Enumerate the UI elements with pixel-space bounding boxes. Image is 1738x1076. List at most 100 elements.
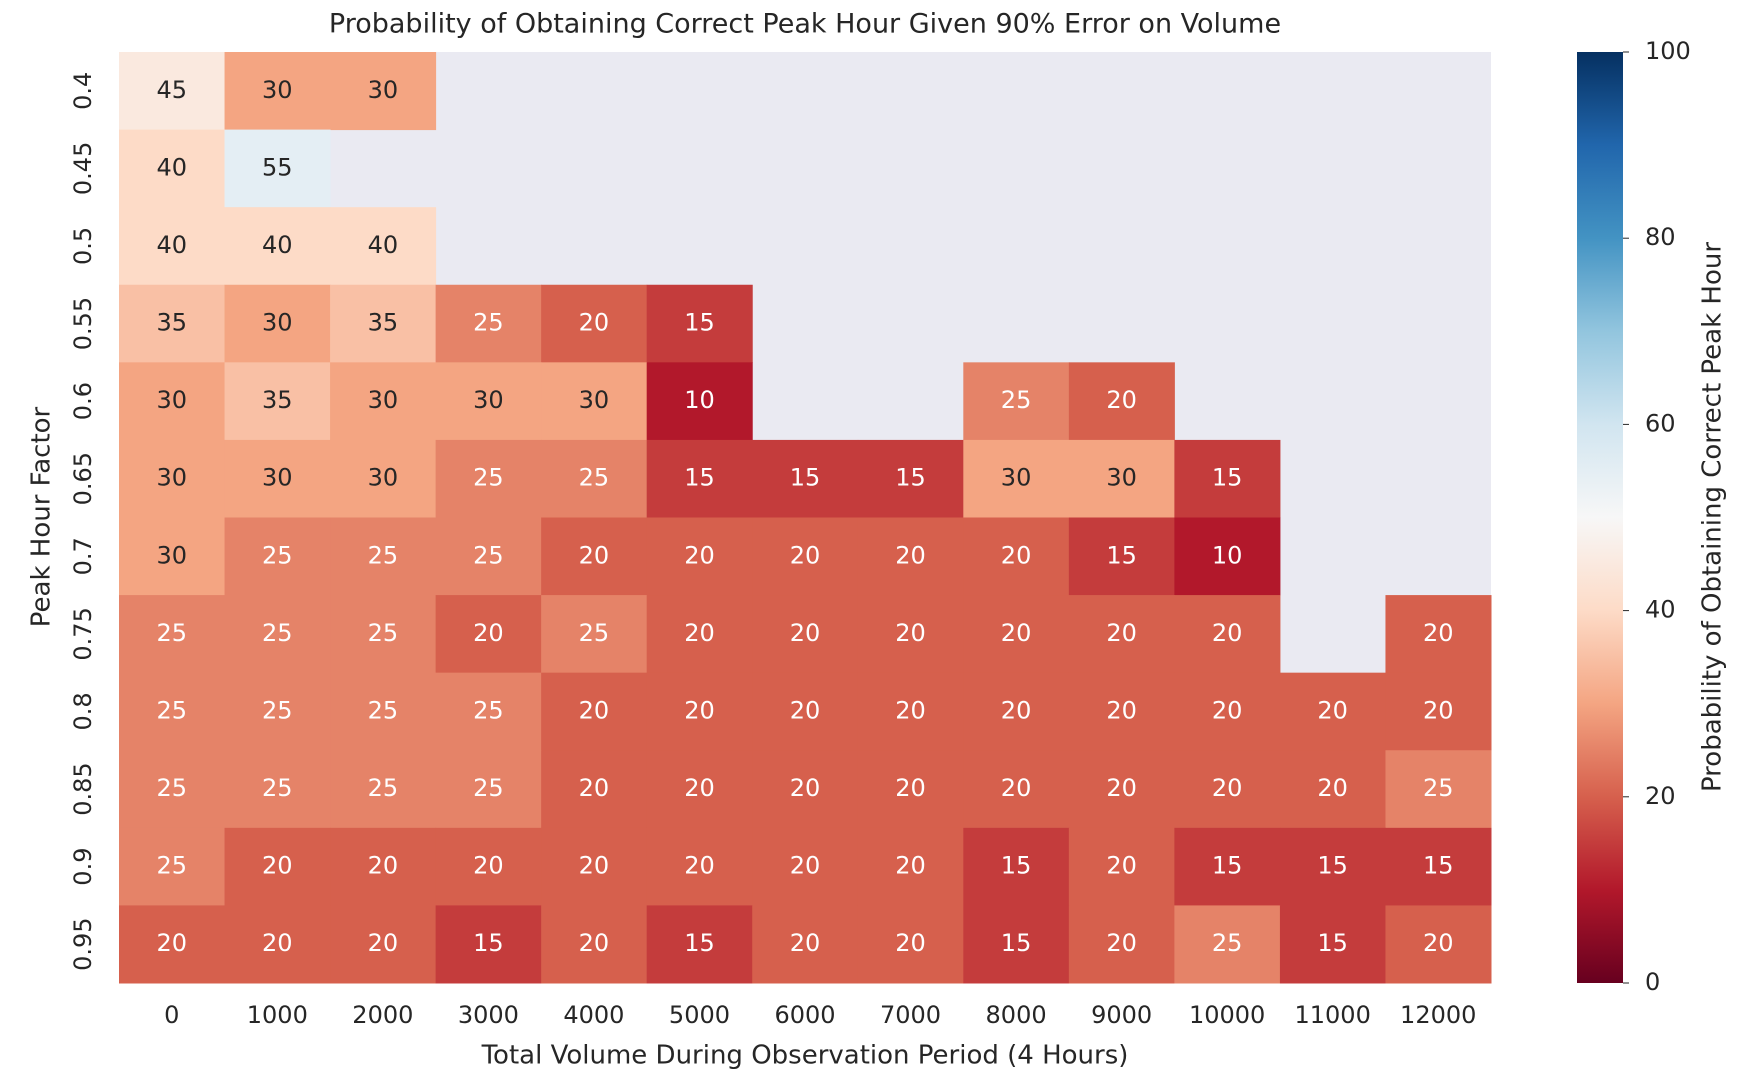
x-tick-label: 2000 [352, 1001, 413, 1029]
cell-label: 15 [684, 464, 715, 492]
y-tick-label: 0.6 [69, 382, 97, 420]
cell-label: 35 [368, 309, 399, 337]
cell-label: 15 [1106, 541, 1137, 569]
cell-label: 20 [1423, 696, 1454, 724]
colorbar-tick-label: 60 [1645, 409, 1676, 437]
heatmap-cell [224, 672, 331, 751]
cell-label: 25 [368, 774, 399, 802]
cell-label: 20 [1317, 774, 1348, 802]
heatmap-cell [646, 284, 753, 363]
heatmap-cell [541, 517, 648, 596]
cell-label: 25 [473, 541, 504, 569]
heatmap-cell [1068, 439, 1175, 518]
heatmap-cell [1385, 827, 1492, 906]
heatmap-cell [541, 672, 648, 751]
cell-label: 25 [473, 696, 504, 724]
heatmap-cell [330, 207, 437, 286]
heatmap-cell [963, 672, 1070, 751]
heatmap-cell [1385, 672, 1492, 751]
cell-label: 20 [790, 852, 821, 880]
heatmap-cell [330, 595, 437, 674]
heatmap-cell [224, 595, 331, 674]
y-tick-label: 0.95 [69, 917, 97, 970]
cell-label: 20 [579, 852, 610, 880]
heatmap-cell [752, 517, 859, 596]
heatmap-cell [963, 439, 1070, 518]
cell-label: 20 [1106, 852, 1137, 880]
heatmap-cell [1385, 595, 1492, 674]
cell-label: 25 [262, 541, 293, 569]
heatmap-cell [963, 595, 1070, 674]
heatmap-cell [646, 362, 753, 441]
cell-label: 45 [156, 76, 187, 104]
cell-label: 25 [262, 696, 293, 724]
heatmap-cell [119, 595, 226, 674]
cell-label: 30 [262, 464, 293, 492]
heatmap-cell [224, 207, 331, 286]
cell-label: 15 [473, 929, 504, 957]
cell-label: 20 [684, 774, 715, 802]
cell-label: 20 [1212, 696, 1243, 724]
heatmap-cell [541, 595, 648, 674]
heatmap-cell [330, 827, 437, 906]
heatmap-cell [752, 595, 859, 674]
cell-label: 15 [1317, 929, 1348, 957]
colorbar [1577, 52, 1623, 983]
heatmap-cell [1174, 750, 1281, 829]
heatmap-cell [119, 672, 226, 751]
heatmap-cell [330, 284, 437, 363]
cell-label: 20 [895, 929, 926, 957]
heatmap-cell [435, 827, 542, 906]
heatmap-cell [119, 905, 226, 984]
heatmap-cell [119, 284, 226, 363]
cell-label: 25 [156, 619, 187, 647]
heatmap-cell [646, 439, 753, 518]
heatmap-cell [119, 439, 226, 518]
heatmap-cell [646, 827, 753, 906]
cell-label: 30 [473, 386, 504, 414]
cell-label: 40 [368, 231, 399, 259]
cell-label: 20 [1212, 619, 1243, 647]
heatmap-cell [1068, 827, 1175, 906]
heatmap-cell [963, 905, 1070, 984]
cell-label: 30 [368, 464, 399, 492]
cell-label: 30 [156, 541, 187, 569]
heatmap-cell [1174, 672, 1281, 751]
x-tick-label: 4000 [563, 1001, 624, 1029]
heatmap-cell [224, 905, 331, 984]
heatmap-cell [1385, 750, 1492, 829]
heatmap-cell [857, 827, 964, 906]
heatmap-cell [119, 827, 226, 906]
cell-label: 15 [1212, 852, 1243, 880]
cell-label: 20 [790, 929, 821, 957]
heatmap-cell [646, 595, 753, 674]
cell-label: 40 [262, 231, 293, 259]
cell-label: 25 [473, 774, 504, 802]
heatmap-cell [541, 439, 648, 518]
heatmap-cell [857, 750, 964, 829]
y-tick-label: 0.75 [69, 607, 97, 660]
cell-label: 20 [1001, 774, 1032, 802]
heatmap-cell [435, 672, 542, 751]
cell-label: 20 [473, 852, 504, 880]
heatmap-cell [1385, 905, 1492, 984]
cell-label: 30 [156, 464, 187, 492]
cell-label: 30 [1106, 464, 1137, 492]
heatmap-cell [1068, 517, 1175, 596]
cell-label: 20 [1423, 619, 1454, 647]
heatmap-cell [435, 517, 542, 596]
cell-label: 25 [262, 774, 293, 802]
cell-label: 15 [1212, 464, 1243, 492]
colorbar-tick-label: 80 [1645, 223, 1676, 251]
y-tick-label: 0.5 [69, 227, 97, 265]
heatmap-cell [752, 672, 859, 751]
heatmap-cell [1068, 672, 1175, 751]
cell-label: 30 [262, 309, 293, 337]
heatmap-cell [963, 362, 1070, 441]
heatmap-cell [963, 517, 1070, 596]
heatmap-cell [435, 750, 542, 829]
cell-label: 20 [1423, 929, 1454, 957]
cell-label: 25 [368, 696, 399, 724]
cell-label: 20 [579, 696, 610, 724]
cell-label: 25 [1212, 929, 1243, 957]
